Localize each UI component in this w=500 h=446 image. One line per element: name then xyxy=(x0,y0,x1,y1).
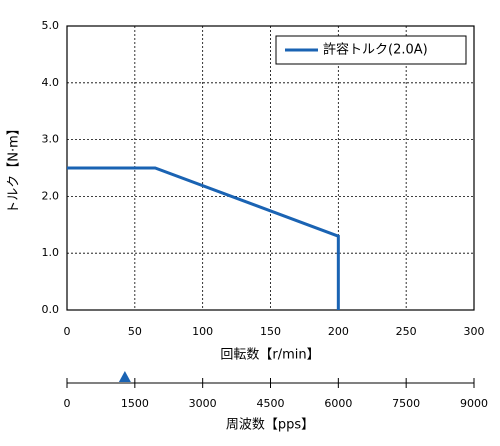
x-tick-label: 200 xyxy=(328,325,349,338)
y-tick-label: 3.0 xyxy=(42,133,60,146)
y-tick-label: 5.0 xyxy=(42,19,60,32)
x-tick-label: 150 xyxy=(260,325,281,338)
x-tick-label: 50 xyxy=(128,325,142,338)
secondary-axis-label: 周波数【pps】 xyxy=(226,418,314,433)
series-line xyxy=(67,166,340,310)
secondary-tick-label: 7500 xyxy=(392,397,420,410)
x-tick-label: 250 xyxy=(396,325,417,338)
y-axis-label: トルク【N·m】 xyxy=(7,122,22,214)
y-tick-label: 2.0 xyxy=(42,189,60,202)
y-tick-label: 4.0 xyxy=(42,76,60,89)
y-tick-label: 1.0 xyxy=(42,246,60,259)
secondary-tick-label: 9000 xyxy=(460,397,488,410)
secondary-tick-label: 0 xyxy=(64,397,71,410)
x-axis-label: 回転数【r/min】 xyxy=(220,348,319,363)
x-tick-label: 0 xyxy=(64,325,71,338)
y-tick-label: 0.0 xyxy=(42,303,60,316)
secondary-tick-label: 1500 xyxy=(121,397,149,410)
secondary-tick-label: 4500 xyxy=(257,397,285,410)
secondary-tick-label: 3000 xyxy=(189,397,217,410)
x-tick-label: 100 xyxy=(192,325,213,338)
secondary-marker xyxy=(118,371,131,382)
legend-box xyxy=(275,35,467,65)
legend-label: 許容トルク(2.0A) xyxy=(323,42,428,58)
x-tick-label: 300 xyxy=(464,325,485,338)
secondary-tick-label: 6000 xyxy=(324,397,352,410)
